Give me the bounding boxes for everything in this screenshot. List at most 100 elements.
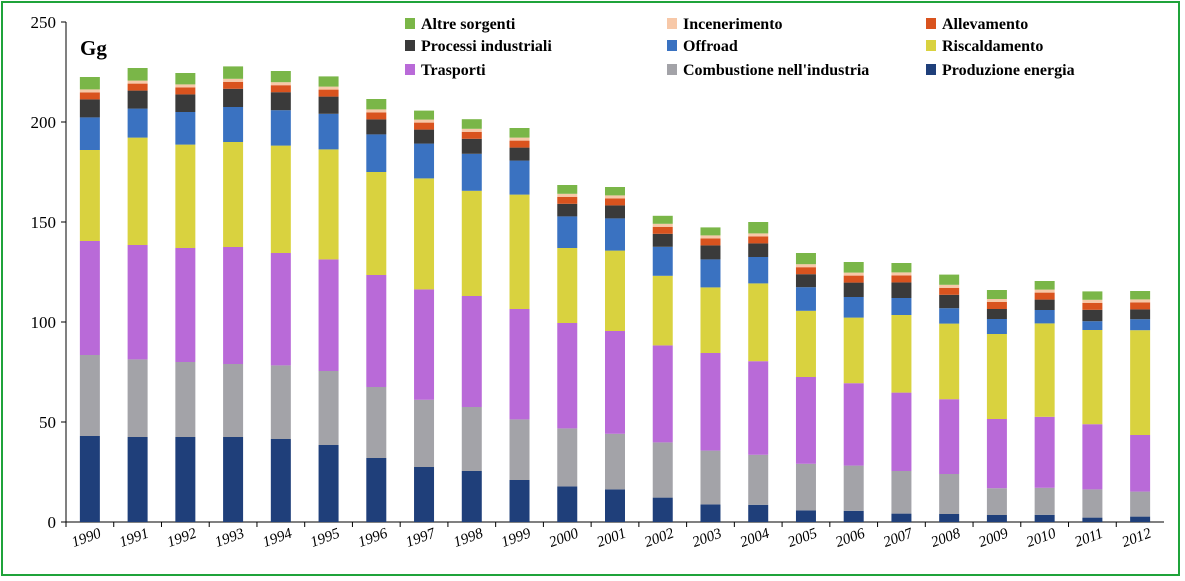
bar-segment [223, 107, 244, 142]
bar-segment [175, 362, 196, 437]
bar-segment [700, 227, 721, 236]
bar-segment [270, 85, 291, 93]
bar-segment [1130, 330, 1151, 435]
bar-segment [318, 445, 339, 522]
x-tick-label: 2007 [881, 525, 916, 551]
bar-segment [652, 223, 673, 227]
bar-segment [986, 515, 1007, 522]
legend-label: Riscaldamento [942, 38, 1043, 55]
bar-segment [748, 504, 769, 522]
bar-segment [557, 428, 578, 487]
bar-stack-2003 [700, 227, 721, 522]
bar-segment [414, 178, 435, 290]
bar-segment [557, 196, 578, 204]
legend-item: Riscaldamento [926, 38, 1043, 55]
bar-segment [986, 299, 1007, 302]
bar-segment [461, 296, 482, 407]
bar-segment [318, 76, 339, 87]
bar-segment [795, 463, 816, 511]
bar-segment [1130, 516, 1151, 522]
x-tick-label: 2012 [1120, 525, 1154, 550]
bar-segment [843, 275, 864, 283]
bar-segment [939, 399, 960, 474]
bar-segment [652, 246, 673, 276]
bar-segment [1130, 302, 1151, 310]
bar-stack-2002 [652, 215, 673, 522]
bar-segment [79, 99, 100, 118]
bar-segment [318, 86, 339, 90]
bar-segment [939, 274, 960, 285]
bar-stack-1996 [366, 99, 387, 522]
bar-segment [557, 185, 578, 194]
bar-segment [748, 233, 769, 237]
bar-segment [318, 259, 339, 371]
bar-segment [509, 137, 530, 141]
legend-swatch [926, 64, 936, 75]
legend-label: Altre sorgenti [421, 16, 516, 33]
bar-segment [366, 99, 387, 110]
x-tick-label: 2005 [786, 525, 820, 550]
bar-segment [318, 149, 339, 260]
bar-segment [748, 454, 769, 505]
bar-segment [605, 489, 625, 522]
bar-stack-2006 [843, 262, 864, 522]
bar-segment [557, 323, 578, 429]
x-tick-label: 1998 [452, 525, 486, 550]
y-tick-label: 100 [31, 313, 57, 332]
axes: 0 50 100 150 200 250 1990 1991 1992 1993 1994 1995 1… [31, 13, 1164, 551]
bar-segment [748, 236, 769, 244]
bar-segment [700, 238, 721, 246]
bar-segment [270, 82, 291, 86]
x-tick-label: 1999 [499, 525, 533, 550]
bar-segment [223, 247, 244, 364]
bar-segment [891, 298, 912, 315]
bar-segment [1130, 309, 1151, 320]
bar-segment [509, 160, 530, 195]
bar-segment [939, 474, 960, 514]
bar-segment [986, 334, 1007, 419]
legend-label: Allevamento [942, 16, 1028, 33]
bar-segment [127, 80, 148, 84]
bar-segment [461, 153, 482, 191]
x-tick-label: 1992 [165, 525, 199, 550]
bar-segment [175, 437, 196, 522]
bar-segment [509, 309, 530, 420]
bar-segment [939, 308, 960, 324]
bar-segment [366, 275, 387, 387]
bar-segment [843, 317, 864, 384]
legend-label: Trasporti [421, 62, 486, 79]
bar-segment [1082, 291, 1103, 300]
y-tick-label: 0 [48, 513, 57, 532]
bar-segment [223, 78, 244, 82]
legend-swatch [667, 18, 677, 29]
bar-segment [891, 263, 912, 273]
bar-segment [127, 137, 148, 245]
legend-item: Processi industriali [405, 38, 552, 55]
bar-segment [270, 71, 291, 83]
bar-segment [366, 458, 387, 522]
bar-segment [366, 109, 387, 113]
bar-stack-1993 [223, 66, 244, 522]
bar-segment [79, 436, 100, 522]
x-tick-label: 2003 [690, 526, 724, 551]
bar-segment [366, 119, 387, 135]
y-tick-label: 50 [39, 413, 56, 432]
bar-segment [509, 419, 530, 480]
x-tick-label: 2002 [643, 525, 677, 550]
bar-segment [509, 147, 530, 161]
bar-segment [414, 289, 435, 400]
legend-label: Combustione nell'industria [683, 62, 869, 79]
bar-segment [1130, 291, 1151, 300]
bar-stack-2005 [795, 253, 816, 522]
bar-segment [79, 150, 100, 241]
bar-segment [127, 68, 148, 81]
x-tick-label: 1995 [308, 525, 342, 550]
bar-segment [843, 297, 864, 318]
bar-segment [748, 257, 769, 284]
bar-segment [700, 287, 721, 353]
bar-stack-1997 [414, 110, 435, 522]
bar-segment [127, 90, 148, 109]
bar-segment [652, 442, 673, 498]
bar-segment [1034, 514, 1055, 522]
